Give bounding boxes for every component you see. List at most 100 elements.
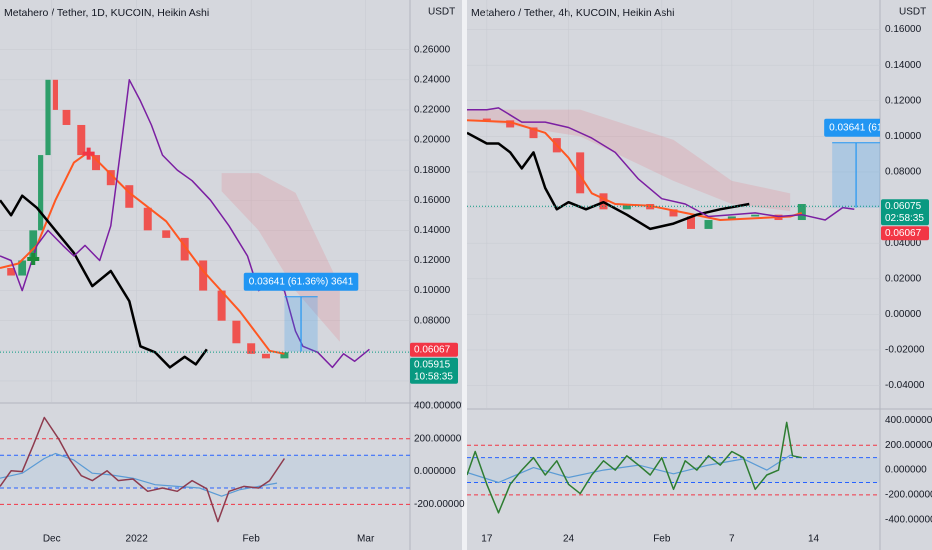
candle: [77, 124, 86, 156]
price-tag: [410, 342, 458, 357]
x-tick-label: Dec: [43, 534, 61, 545]
countdown: 10:58:35: [414, 371, 453, 382]
osc-tick-label: -200.00000: [414, 499, 465, 510]
indicator-line: [467, 107, 855, 221]
candle: [280, 352, 289, 359]
osc-tick-label: 200.00000: [885, 440, 932, 451]
y-axis-label: USDT: [428, 7, 455, 18]
price-tag-label: 0.06067: [414, 344, 451, 355]
measure-label: 0.03641 (61.36%) 3641: [249, 276, 354, 287]
osc-tick-label: 400.00000: [414, 401, 462, 412]
candle: [482, 118, 491, 121]
candle: [727, 216, 736, 221]
candle: [62, 109, 71, 125]
indicator-line: [0, 79, 370, 369]
candle: [52, 79, 58, 110]
osc-band: [0, 455, 410, 488]
y-tick-label: 0.16000: [885, 24, 922, 35]
candle: [797, 204, 806, 221]
measure-label: 0.03641 (61.3: [829, 122, 891, 133]
measure-label-box: [243, 272, 359, 291]
candle: [669, 209, 678, 217]
candle: [704, 220, 713, 229]
y-tick-label: 0.20000: [414, 135, 451, 146]
y-tick-label: 0.22000: [414, 105, 451, 116]
x-tick-label: 7: [729, 534, 735, 545]
y-axis-label: USDT: [899, 7, 926, 18]
y-tick-label: 0.14000: [885, 60, 922, 71]
price-tag: [881, 199, 929, 226]
cloud: [467, 109, 791, 212]
candle: [751, 214, 760, 217]
price-pane: 0.03641 (61.36%) 3641: [0, 0, 410, 402]
candle: [143, 207, 152, 231]
x-tick-label: Feb: [243, 534, 261, 545]
y-tick-label: 0.14000: [414, 225, 451, 236]
candle: [125, 185, 134, 208]
signal-cross: [27, 252, 40, 265]
osc-tick-label: 0.000000: [414, 466, 456, 477]
price-tag-label: 0.06067: [885, 228, 922, 239]
y-tick-label: -0.02000: [885, 345, 925, 356]
oscillator-pane: [467, 421, 880, 514]
y-tick-label: 0.26000: [414, 44, 451, 55]
panel-divider: [462, 0, 467, 550]
countdown: 02:58:35: [885, 213, 924, 224]
osc-tick-label: 400.00000: [885, 415, 932, 426]
candle: [18, 260, 27, 276]
candle: [45, 79, 51, 156]
price-tag: [410, 357, 458, 384]
y-tick-label: 0.08000: [414, 315, 451, 326]
candle: [92, 155, 101, 171]
y-tick-label: 0.24000: [414, 74, 451, 85]
y-tick-label: 0.08000: [885, 167, 922, 178]
chart-title: Metahero / Tether, 1D, KUCOIN, Heikin As…: [4, 7, 209, 19]
price-tag-label: 0.06075: [885, 201, 922, 212]
x-tick-label: 2022: [126, 534, 149, 545]
osc-tick-label: -200.00000: [885, 489, 932, 500]
candle: [576, 152, 585, 194]
signal-cross: [82, 147, 95, 160]
y-tick-label: 0.02000: [885, 273, 922, 284]
osc-tick-label: 0.000000: [885, 465, 927, 476]
indicator-line: [0, 194, 208, 369]
y-tick-label: 0.16000: [414, 195, 451, 206]
y-tick-label: 0.10000: [414, 285, 451, 296]
indicator-line: [467, 119, 803, 221]
candle: [687, 216, 695, 229]
candle: [506, 120, 515, 128]
oscillator-pane: [0, 416, 410, 523]
x-tick-label: 24: [563, 534, 575, 545]
y-tick-label: -0.04000: [885, 380, 925, 391]
candle: [162, 230, 171, 238]
y-tick-label: 0.18000: [414, 165, 451, 176]
y-tick-label: 0.04000: [885, 238, 922, 249]
candle: [106, 170, 115, 186]
y-tick-label: 0.12000: [885, 95, 922, 106]
indicator-line: [467, 131, 750, 231]
candle: [261, 353, 270, 359]
candle: [232, 320, 241, 344]
y-tick-label: 0.12000: [414, 255, 451, 266]
price-tag: [881, 226, 929, 241]
chart-title: Metahero / Tether, 4h, KUCOIN, Heikin As…: [471, 7, 674, 19]
osc-tick-label: 200.00000: [414, 433, 462, 444]
candle: [38, 155, 44, 231]
candle: [217, 290, 226, 321]
x-tick-label: Feb: [653, 534, 671, 545]
osc-tick-label: -400.00000: [885, 514, 932, 525]
cloud: [221, 173, 340, 342]
price-tag-label: 0.05915: [414, 359, 451, 370]
osc-line: [0, 416, 286, 523]
candle: [247, 343, 256, 354]
x-tick-label: Mar: [357, 534, 375, 545]
candle: [7, 268, 15, 276]
x-tick-label: 17: [481, 534, 493, 545]
candle: [180, 237, 189, 261]
y-tick-label: 0.00000: [885, 309, 922, 320]
indicator-line: [0, 151, 285, 355]
y-tick-label: 0.10000: [885, 131, 922, 142]
measure-label-box: [824, 118, 880, 137]
price-pane: 0.03641 (61.3: [467, 0, 891, 408]
